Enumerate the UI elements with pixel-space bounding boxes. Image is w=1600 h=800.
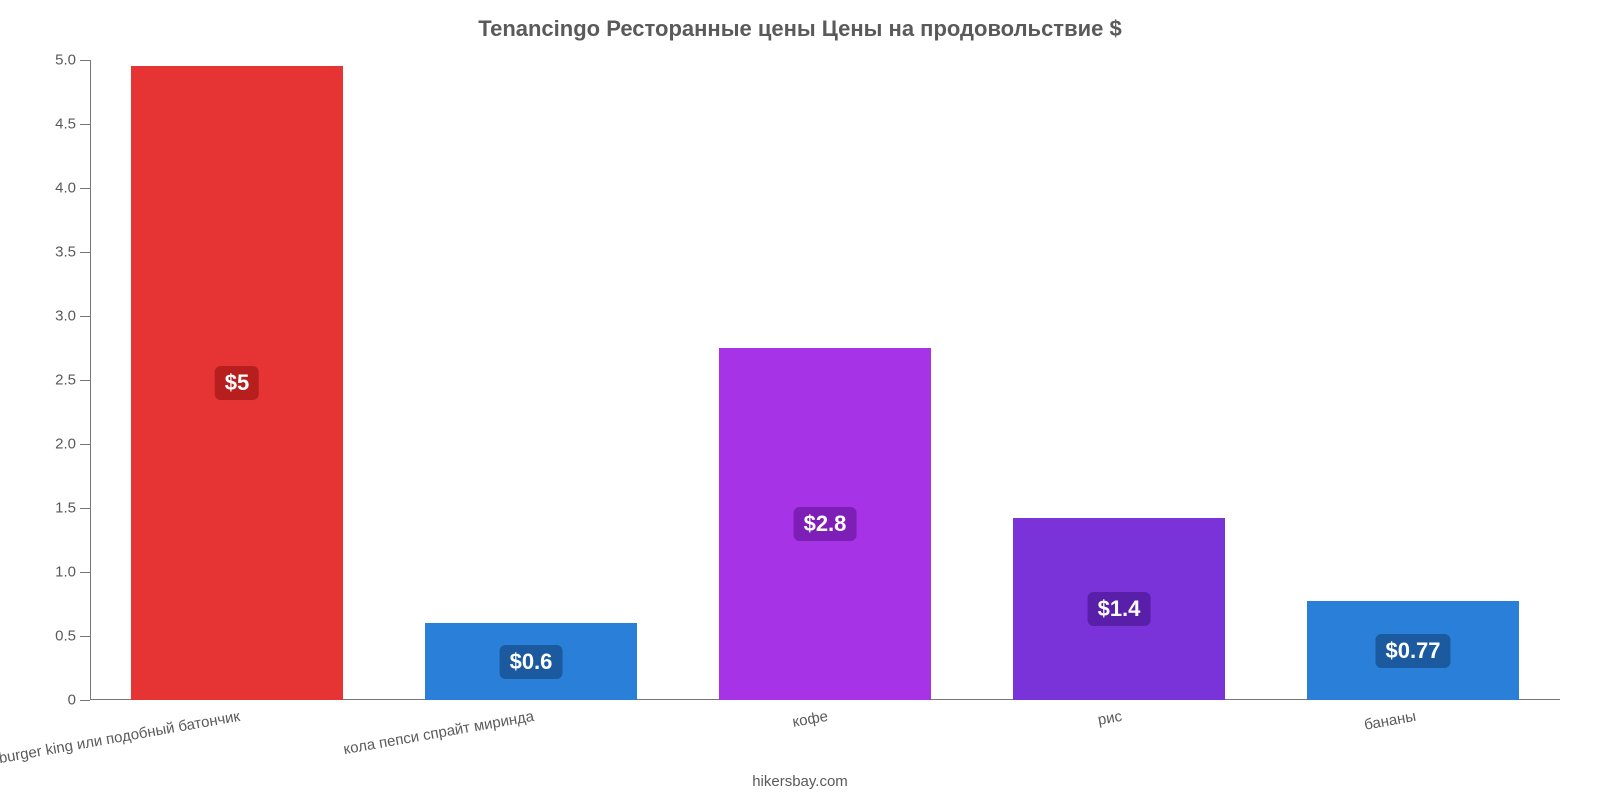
- y-tick-label: 4.0: [55, 180, 90, 197]
- y-tick-label: 1.0: [55, 564, 90, 581]
- y-tick-label: 3.0: [55, 308, 90, 325]
- attribution-text: hikersbay.com: [0, 773, 1600, 790]
- bar-value-label: $5: [215, 366, 259, 400]
- plot-area: $5$0.6$2.8$1.4$0.77 00.51.01.52.02.53.03…: [90, 60, 1560, 700]
- chart-container: Tenancingo Ресторанные цены Цены на прод…: [0, 0, 1600, 800]
- bar-value-label: $2.8: [794, 507, 857, 541]
- chart-title: Tenancingo Ресторанные цены Цены на прод…: [0, 16, 1600, 42]
- y-tick-label: 4.5: [55, 116, 90, 133]
- bar-value-label: $0.6: [500, 645, 563, 679]
- y-tick-label: 2.5: [55, 372, 90, 389]
- y-tick-label: 3.5: [55, 244, 90, 261]
- y-tick-label: 0.5: [55, 628, 90, 645]
- y-tick-label: 5.0: [55, 52, 90, 69]
- y-tick-label: 2.0: [55, 436, 90, 453]
- y-tick-label: 0: [68, 692, 90, 709]
- bars-layer: $5 $0.6 $2.8 $1.4 $0.77: [90, 60, 1560, 700]
- bar-value-label: $1.4: [1088, 592, 1151, 626]
- y-tick-label: 1.5: [55, 500, 90, 517]
- bar-value-label: $0.77: [1375, 634, 1450, 668]
